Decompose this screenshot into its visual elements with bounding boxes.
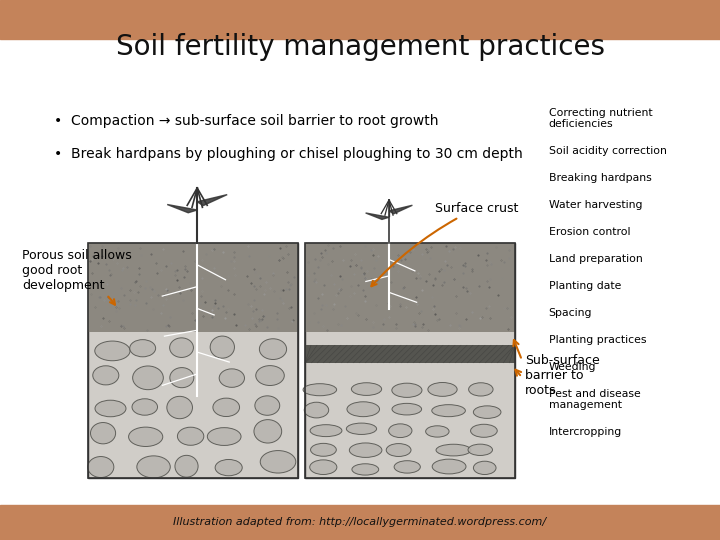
Text: Spacing: Spacing: [549, 308, 592, 318]
Ellipse shape: [432, 459, 466, 474]
Ellipse shape: [428, 382, 457, 396]
Ellipse shape: [469, 383, 493, 396]
Ellipse shape: [167, 396, 192, 419]
Text: Water harvesting: Water harvesting: [549, 200, 642, 210]
Text: •  Compaction → sub-surface soil barrier to root growth: • Compaction → sub-surface soil barrier …: [54, 114, 438, 129]
Text: Soil fertility management practices: Soil fertility management practices: [115, 33, 605, 62]
Text: Breaking hardpans: Breaking hardpans: [549, 173, 652, 183]
Ellipse shape: [310, 424, 342, 437]
Text: Erosion control: Erosion control: [549, 227, 630, 237]
Ellipse shape: [129, 427, 163, 447]
Text: Pest and disease
management: Pest and disease management: [549, 389, 640, 410]
Text: Surface crust: Surface crust: [372, 201, 518, 286]
Bar: [305, 345, 515, 363]
Ellipse shape: [213, 398, 240, 416]
Ellipse shape: [349, 443, 382, 457]
Ellipse shape: [88, 456, 114, 477]
Text: Illustration adapted from: http://locallygerminated.wordpress.com/: Illustration adapted from: http://locall…: [174, 517, 546, 528]
Ellipse shape: [170, 368, 194, 388]
Ellipse shape: [432, 404, 465, 417]
Ellipse shape: [471, 424, 498, 437]
Ellipse shape: [91, 422, 116, 444]
Bar: [88, 243, 298, 332]
Ellipse shape: [175, 455, 198, 477]
Ellipse shape: [474, 461, 496, 475]
Text: Soil acidity correction: Soil acidity correction: [549, 146, 667, 156]
Ellipse shape: [260, 450, 296, 473]
Text: Weeding: Weeding: [549, 362, 596, 372]
Bar: [88, 243, 298, 478]
Bar: [88, 243, 298, 478]
Polygon shape: [366, 213, 389, 219]
Ellipse shape: [305, 402, 329, 418]
Text: Intercropping: Intercropping: [549, 427, 622, 437]
Text: Correcting nutrient
deficiencies: Correcting nutrient deficiencies: [549, 108, 652, 129]
Ellipse shape: [310, 443, 336, 456]
Ellipse shape: [473, 406, 501, 418]
Ellipse shape: [210, 336, 235, 358]
Ellipse shape: [95, 400, 126, 417]
Ellipse shape: [130, 340, 156, 357]
Ellipse shape: [426, 426, 449, 437]
Ellipse shape: [215, 460, 242, 476]
Polygon shape: [197, 194, 228, 206]
Ellipse shape: [95, 341, 130, 361]
Ellipse shape: [346, 423, 377, 435]
Ellipse shape: [436, 444, 471, 456]
Ellipse shape: [132, 399, 158, 415]
Text: Planting practices: Planting practices: [549, 335, 646, 345]
Ellipse shape: [93, 366, 119, 385]
Ellipse shape: [219, 369, 245, 387]
Ellipse shape: [255, 396, 280, 415]
Bar: [305, 243, 515, 478]
Ellipse shape: [468, 444, 492, 455]
Ellipse shape: [259, 339, 287, 360]
Polygon shape: [167, 205, 197, 213]
Ellipse shape: [303, 384, 337, 396]
Bar: [0, 505, 720, 540]
Ellipse shape: [351, 383, 382, 395]
Bar: [305, 243, 515, 332]
Text: Sub-surface
barrier to
roots: Sub-surface barrier to roots: [525, 354, 600, 397]
Polygon shape: [389, 205, 413, 214]
Ellipse shape: [310, 460, 337, 475]
Ellipse shape: [177, 427, 204, 446]
Bar: [0, 0, 720, 39]
Ellipse shape: [137, 456, 170, 478]
Ellipse shape: [392, 403, 422, 415]
Ellipse shape: [132, 366, 163, 390]
Ellipse shape: [254, 420, 282, 443]
Text: •  Break hardpans by ploughing or chisel ploughing to 30 cm depth: • Break hardpans by ploughing or chisel …: [54, 147, 523, 161]
Ellipse shape: [392, 383, 422, 397]
Ellipse shape: [386, 443, 411, 456]
Text: Land preparation: Land preparation: [549, 254, 642, 264]
Ellipse shape: [347, 402, 379, 417]
Ellipse shape: [389, 424, 412, 437]
Ellipse shape: [394, 461, 420, 473]
Text: Porous soil allows
good root
development: Porous soil allows good root development: [22, 249, 132, 305]
Ellipse shape: [170, 338, 194, 357]
Text: Planting date: Planting date: [549, 281, 621, 291]
Ellipse shape: [352, 464, 379, 475]
Bar: [305, 243, 515, 478]
Ellipse shape: [256, 366, 284, 386]
Ellipse shape: [207, 428, 241, 445]
